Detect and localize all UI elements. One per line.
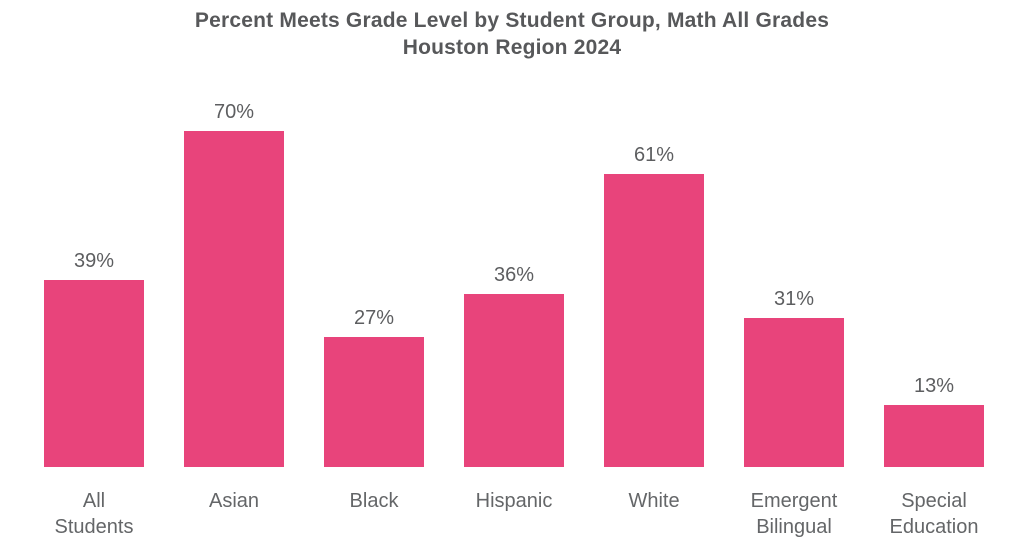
bar-column: 36%	[444, 70, 584, 467]
bar	[744, 318, 844, 467]
category-label: All Students	[24, 467, 164, 540]
chart-title-line1: Percent Meets Grade Level by Student Gro…	[194, 9, 830, 32]
bar-value-label: 31%	[773, 288, 815, 310]
category-label-line: Emergent	[750, 490, 838, 512]
category-label-line: Education	[889, 516, 979, 538]
bar-column: 31%	[724, 70, 864, 467]
category-label-line: Bilingual	[756, 516, 832, 538]
category-label: Special Education	[864, 467, 1004, 540]
bar	[884, 405, 984, 467]
category-label-line: Hispanic	[475, 490, 553, 512]
bar-value-label: 70%	[213, 101, 255, 123]
bar-column: 70%	[164, 70, 304, 467]
category-label: White	[584, 467, 724, 540]
category-label-line: Special	[901, 490, 967, 512]
chart-title: Percent Meets Grade Level by Student Gro…	[0, 7, 1024, 61]
bar-value-label: 27%	[353, 307, 395, 329]
bar-column: 13%	[864, 70, 1004, 467]
chart-title-line2: Houston Region 2024	[402, 36, 622, 59]
bar	[44, 280, 144, 467]
bar	[324, 337, 424, 467]
category-label: Hispanic	[444, 467, 584, 540]
category-label: Black	[304, 467, 444, 540]
plot-area: 39% 70% 27% 36% 61% 31% 13%	[24, 70, 1004, 467]
category-label-line: Black	[349, 490, 399, 512]
bar-column: 61%	[584, 70, 724, 467]
bar-value-label: 61%	[633, 144, 675, 166]
bar-value-label: 39%	[73, 250, 115, 272]
bar-column: 39%	[24, 70, 164, 467]
bar	[604, 174, 704, 467]
bar	[184, 131, 284, 467]
bar	[464, 294, 564, 467]
bar-column: 27%	[304, 70, 444, 467]
category-label-line: White	[628, 490, 680, 512]
category-label-line: Students	[54, 516, 134, 538]
category-label-line: All	[82, 490, 106, 512]
x-axis-labels: All Students Asian Black Hispanic White Emerge…	[24, 467, 1004, 540]
category-label: Asian	[164, 467, 304, 540]
category-label-line: Asian	[208, 490, 260, 512]
category-label: Emergent Bilingual	[724, 467, 864, 540]
bar-value-label: 13%	[913, 375, 955, 397]
bar-value-label: 36%	[493, 264, 535, 286]
